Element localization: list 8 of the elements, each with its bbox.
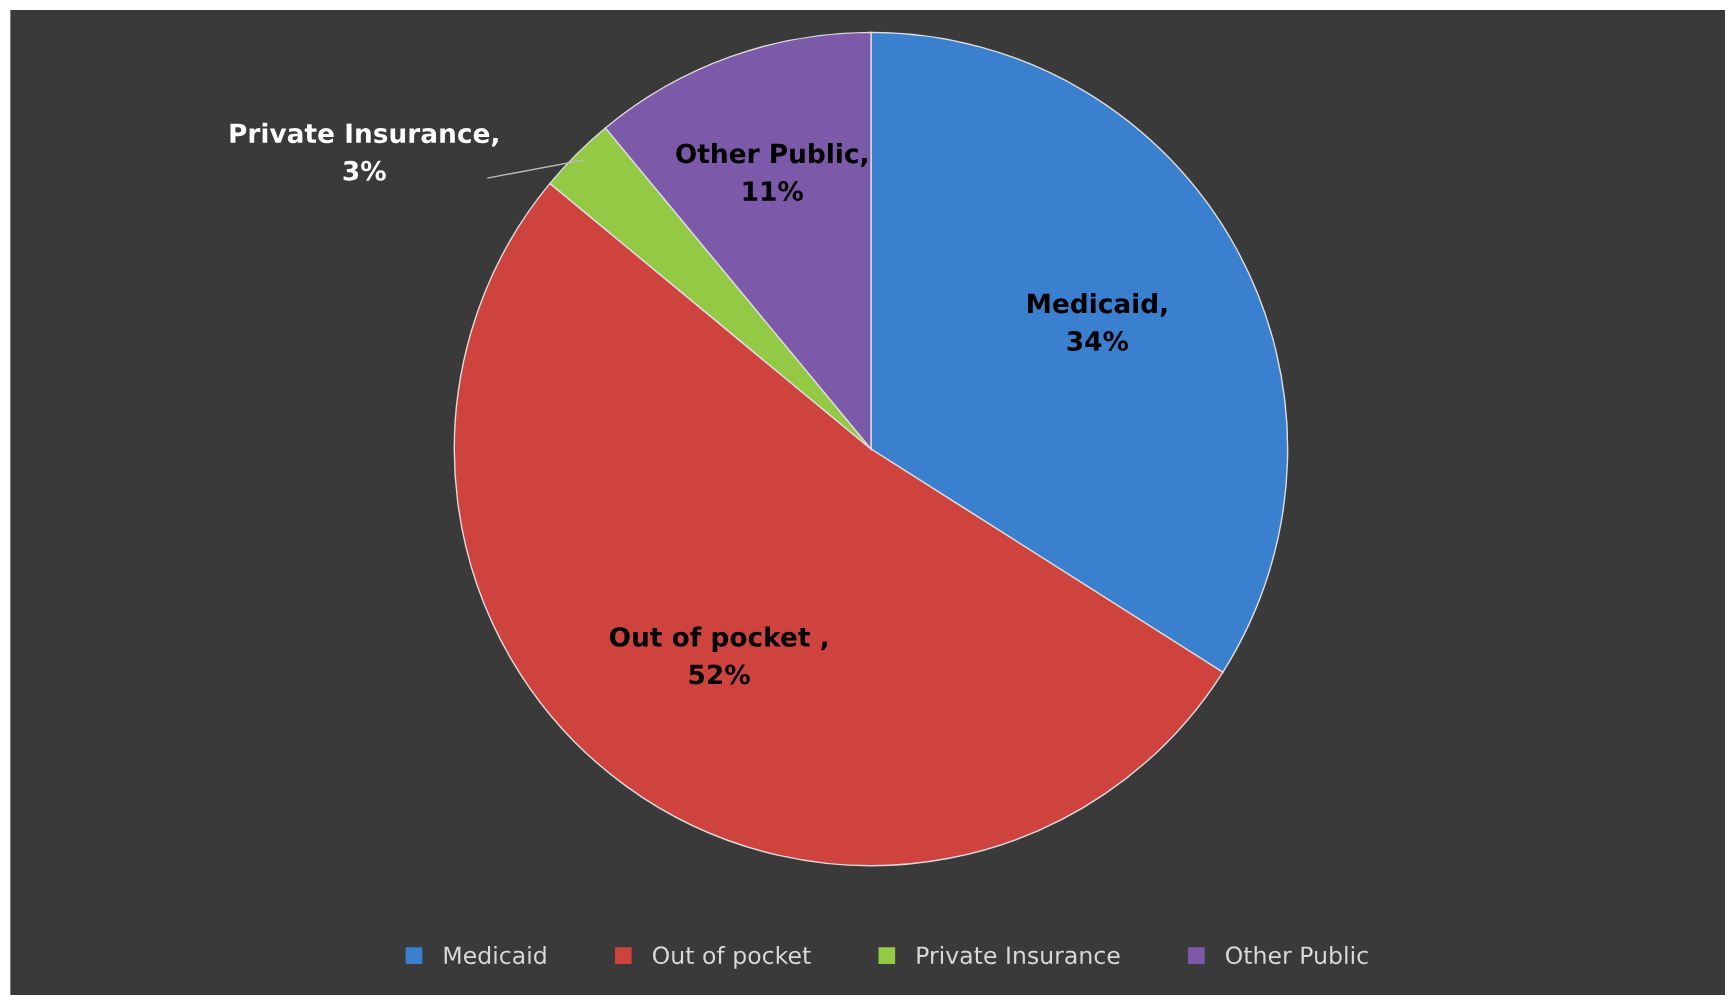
legend-label: Private Insurance [917, 945, 1120, 965]
data-label: Out of pocket , 52% [609, 626, 827, 685]
legend-label: Other Public [1226, 945, 1368, 965]
data-label: Private Insurance, 3% [230, 122, 498, 181]
legend-label: Medicaid [444, 945, 546, 965]
data-label: Medicaid, 34% [1028, 292, 1167, 351]
legend-label: Out of pocket [652, 945, 811, 969]
data-label: Other Public, 11% [676, 143, 867, 202]
